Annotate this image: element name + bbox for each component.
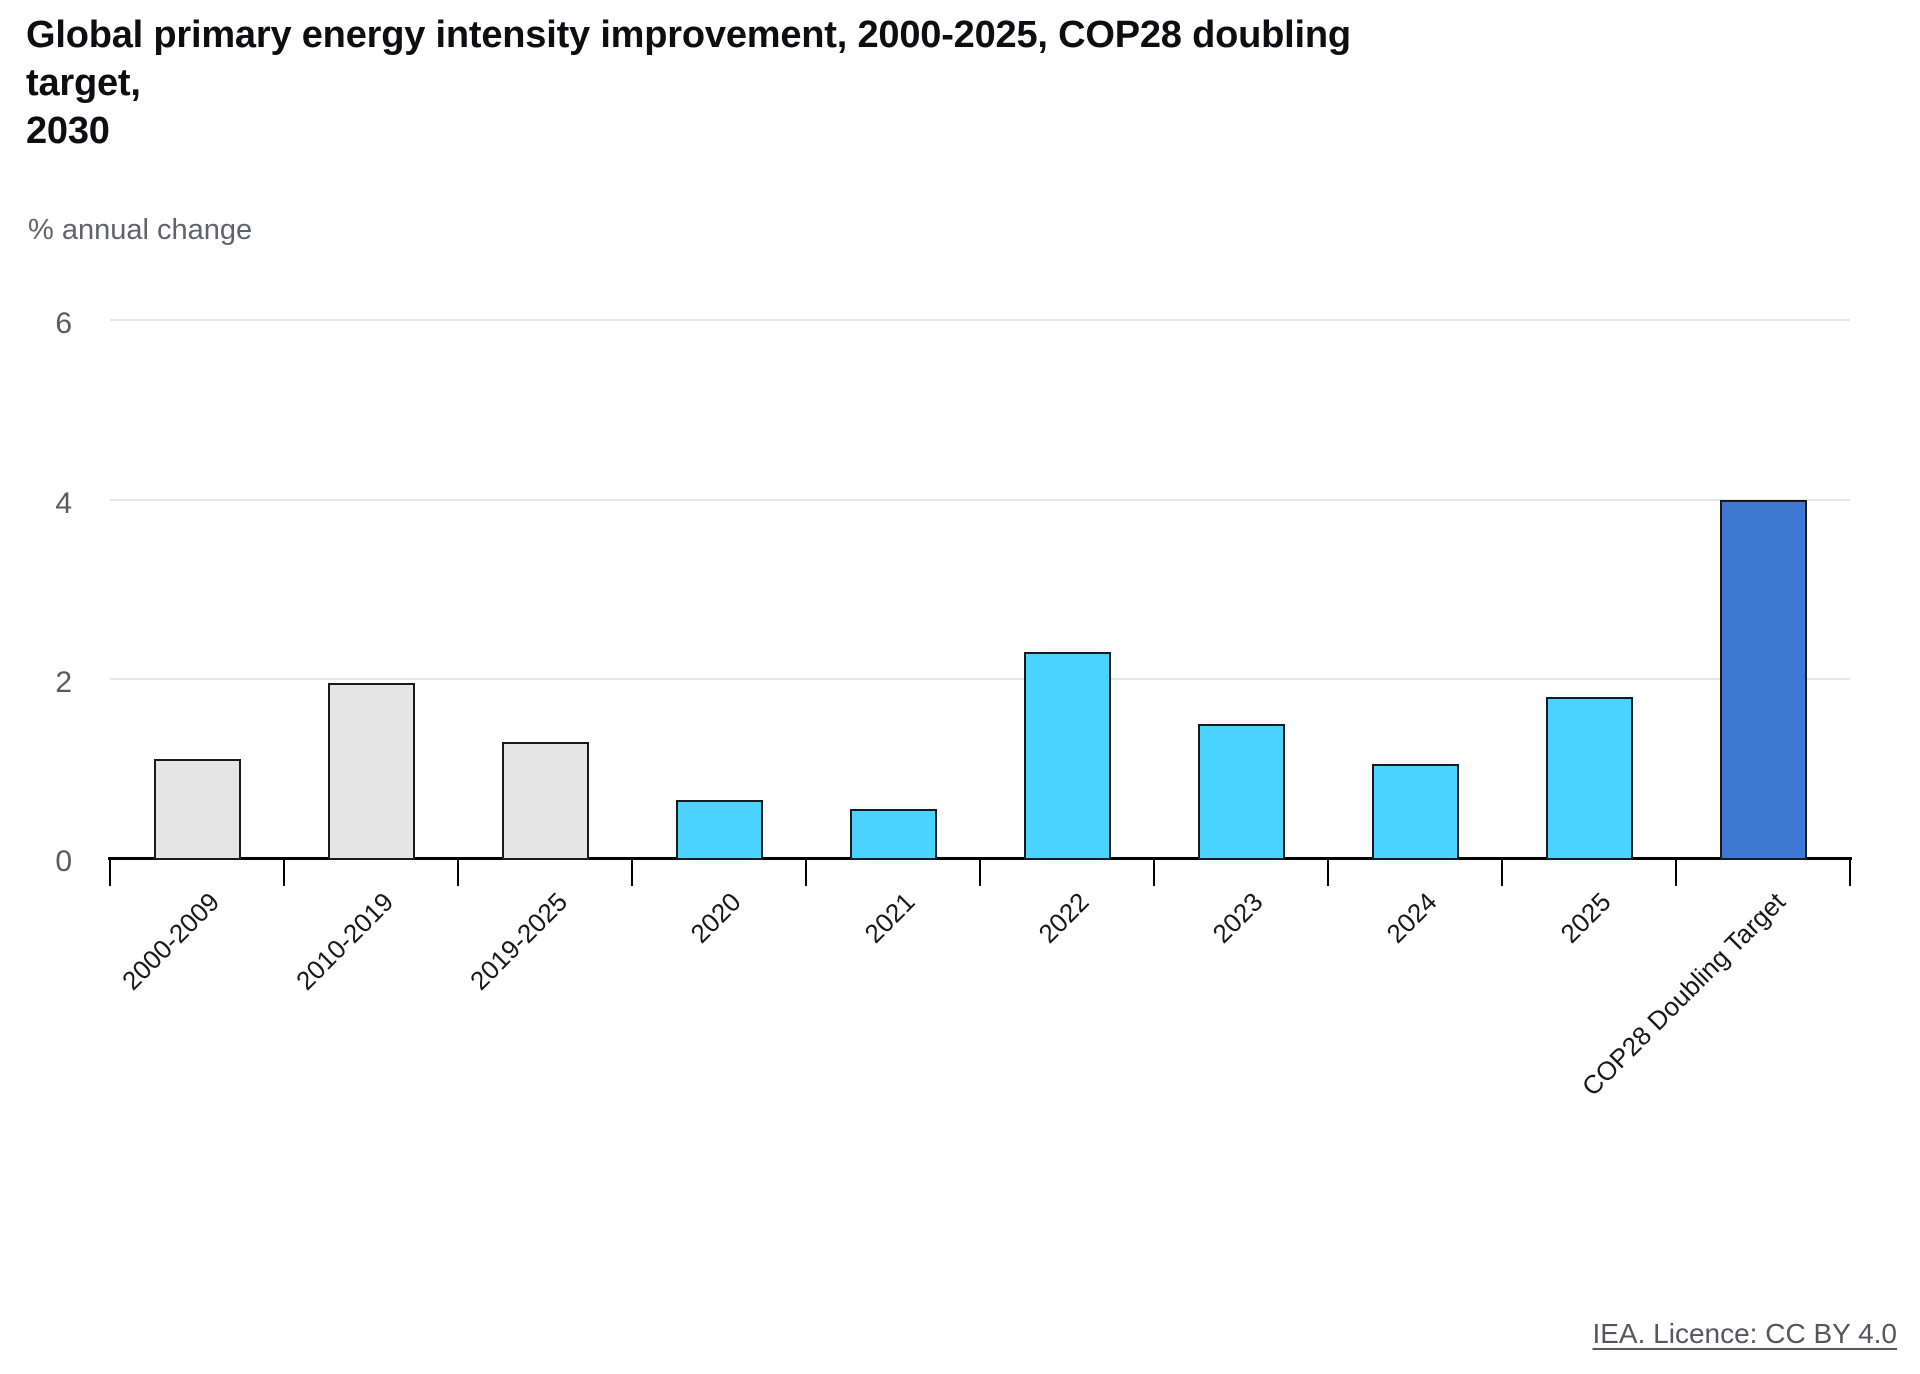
bar-2020[interactable] — [676, 800, 763, 860]
x-axis-tick — [1675, 858, 1677, 886]
x-axis-tick — [1849, 858, 1851, 886]
x-axis-tick — [1327, 858, 1329, 886]
gridline-4 — [110, 499, 1850, 501]
bar-2022[interactable] — [1024, 652, 1111, 860]
y-axis-tick-label-4: 4 — [55, 487, 72, 520]
y-axis-tick-label-0: 0 — [55, 845, 72, 878]
x-axis-tick — [631, 858, 633, 886]
y-axis-tick-label-6: 6 — [55, 307, 72, 340]
bar-2000-2009[interactable] — [154, 759, 241, 860]
bar-2019-2025[interactable] — [502, 742, 589, 860]
bar-2024[interactable] — [1372, 764, 1459, 860]
gridline-2 — [110, 678, 1850, 680]
x-axis-tick — [109, 858, 111, 886]
x-axis-tick — [457, 858, 459, 886]
x-axis-tick — [979, 858, 981, 886]
bar-2021[interactable] — [850, 809, 937, 860]
x-axis-tick — [1153, 858, 1155, 886]
x-axis-label-2022: 2022 — [1032, 886, 1095, 949]
x-axis-label-2025: 2025 — [1554, 886, 1617, 949]
x-axis-label-2000-2009: 2000-2009 — [115, 886, 225, 996]
bar-2023[interactable] — [1198, 724, 1285, 860]
licence-link[interactable]: IEA. Licence: CC BY 4.0 — [1592, 1318, 1897, 1349]
x-axis-tick — [805, 858, 807, 886]
bar-2010-2019[interactable] — [328, 683, 415, 860]
gridline-6 — [110, 319, 1850, 321]
x-axis-tick — [283, 858, 285, 886]
bar-2025[interactable] — [1546, 697, 1633, 860]
x-axis-label-2024: 2024 — [1380, 886, 1443, 949]
x-axis-label-2019-2025: 2019-2025 — [463, 886, 573, 996]
x-axis-label-2023: 2023 — [1206, 886, 1269, 949]
x-axis-tick — [1501, 858, 1503, 886]
y-axis-unit-label: % annual change — [28, 214, 253, 246]
x-axis-label-2020: 2020 — [684, 886, 747, 949]
x-axis-label-2010-2019: 2010-2019 — [289, 886, 399, 996]
chart-title: Global primary energy intensity improvem… — [26, 14, 1351, 152]
bar-cop28-doubling-target[interactable] — [1720, 500, 1807, 860]
y-axis-tick-label-2: 2 — [55, 666, 72, 699]
x-axis-label-cop28-doubling-target: COP28 Doubling Target — [1575, 886, 1791, 1102]
x-axis-label-2021: 2021 — [858, 886, 921, 949]
